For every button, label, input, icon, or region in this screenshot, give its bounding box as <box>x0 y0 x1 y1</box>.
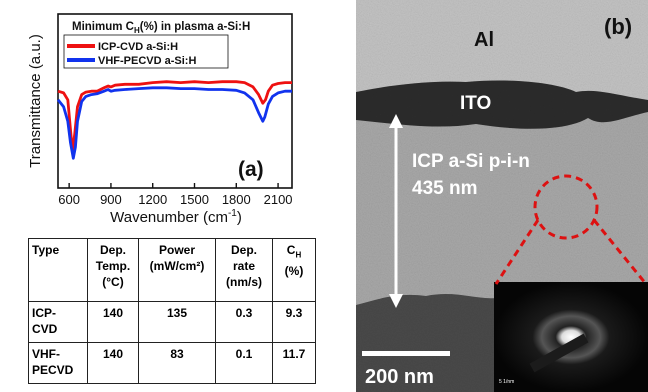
scale-bar <box>362 351 450 356</box>
series-line-vhf <box>56 86 292 160</box>
panel-a-label: (a) <box>238 158 264 181</box>
parameters-table: Type Dep. Temp. (°C) Power (mW/cm²) Dep. rat… <box>28 238 316 384</box>
ito-layer <box>356 80 648 129</box>
header-type: Type <box>28 238 88 302</box>
label-layer: ICP a-Si p-i-n <box>412 151 530 172</box>
panel-b-label: (b) <box>604 14 632 39</box>
cell-ch: 11.7 <box>272 342 316 384</box>
ftir-chart: Minimum CH(%) in plasma a-Si:H ICP-CVD a… <box>27 13 293 226</box>
x-tick-label: 600 <box>58 192 80 207</box>
legend-label-vhf: VHF-PECVD a-Si:H <box>98 55 196 67</box>
header-temp: Dep. Temp. (°C) <box>87 238 139 302</box>
cell-power: 83 <box>138 342 216 384</box>
x-axis-label: Wavenumber (cm-1) <box>110 208 242 226</box>
cell-rate: 0.3 <box>215 301 273 343</box>
header-rate: Dep. rate (nm/s) <box>215 238 273 302</box>
inset-scale-label: 5 1/nm <box>499 379 514 385</box>
x-tick-label: 900 <box>100 192 122 207</box>
table-row: VHF- PECVD 140 83 0.1 11.7 <box>28 342 316 384</box>
inset-title: Minimum CH(%) in plasma a-Si:H <box>72 21 250 35</box>
diffraction-inset <box>494 282 648 392</box>
y-axis-label: Transmittance (a.u.) <box>27 34 44 168</box>
series-line-icp <box>57 80 292 153</box>
x-tick-label: 1800 <box>222 192 251 207</box>
arrow-head-bottom <box>389 294 403 308</box>
label-al: Al <box>474 29 494 51</box>
legend-label-icp: ICP-CVD a-Si:H <box>98 41 178 53</box>
cell-power: 135 <box>138 301 216 343</box>
scale-bar-label: 200 nm <box>365 366 434 388</box>
header-ch: CH (%) <box>272 238 316 302</box>
tick-group: 600 900 1200 1500 1800 2100 <box>58 183 293 207</box>
table-header-row: Type Dep. Temp. (°C) Power (mW/cm²) Dep. rat… <box>28 238 316 302</box>
substrate <box>356 294 496 392</box>
zoom-line-left <box>494 219 540 285</box>
cell-ch: 9.3 <box>272 301 316 343</box>
cell-type: ICP- CVD <box>28 301 88 343</box>
cell-temp: 140 <box>87 301 139 343</box>
tem-image: 5 1/nm Al ITO ICP a-Si p-i-n 435 nm (b) … <box>356 0 648 392</box>
al-layer <box>356 0 648 100</box>
cell-type: VHF- PECVD <box>28 342 88 384</box>
series-group <box>56 80 292 160</box>
header-power: Power (mW/cm²) <box>138 238 216 302</box>
table-row: ICP- CVD 140 135 0.3 9.3 <box>28 301 316 343</box>
zoom-line-right <box>592 219 648 285</box>
x-tick-label: 1500 <box>180 192 209 207</box>
label-thickness: 435 nm <box>412 178 477 199</box>
legend-box <box>63 34 229 69</box>
label-ito: ITO <box>460 93 491 114</box>
cell-rate: 0.1 <box>215 342 273 384</box>
zoom-circle <box>533 174 599 240</box>
cell-temp: 140 <box>87 342 139 384</box>
x-tick-label: 1200 <box>138 192 167 207</box>
beam-stop <box>529 333 589 373</box>
x-tick-label: 2100 <box>264 192 293 207</box>
arrow-head-top <box>389 114 403 128</box>
